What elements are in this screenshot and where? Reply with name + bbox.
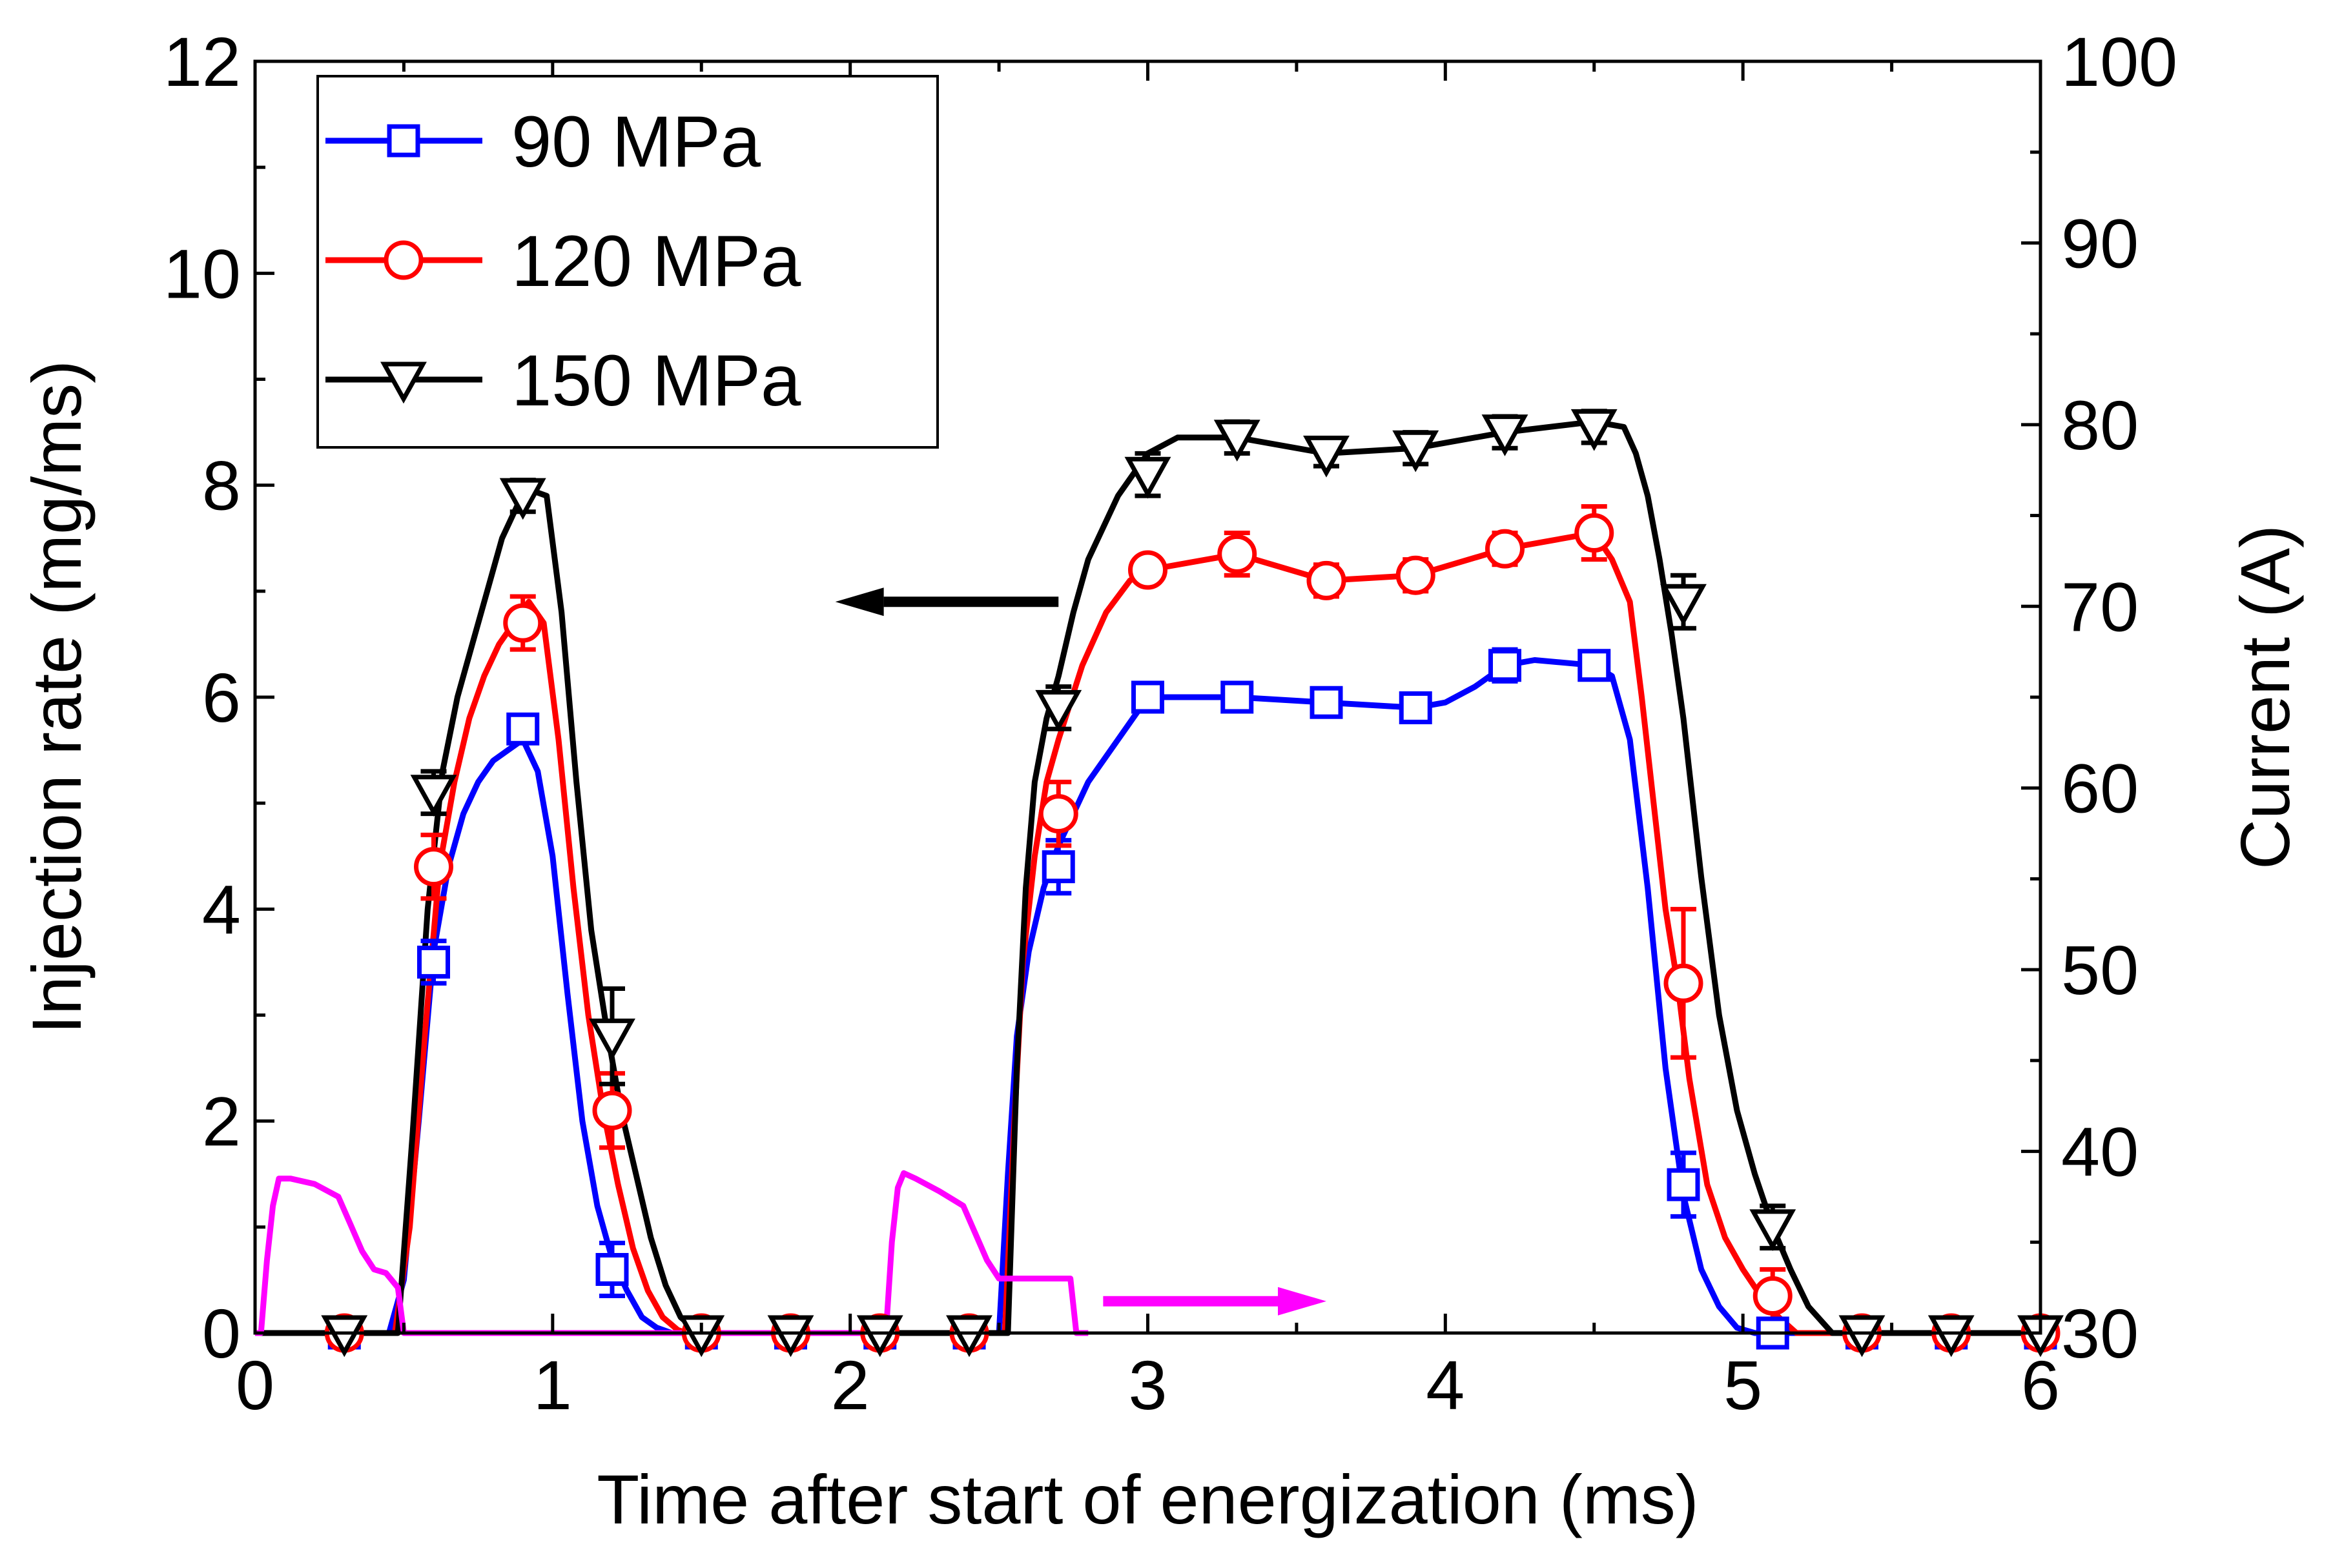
data-point-150mpa	[946, 1315, 992, 1358]
data-point-150mpa	[589, 1018, 635, 1061]
y2-tick-label: 60	[2061, 749, 2139, 828]
legend-entry-120mpa: 120 MPa	[325, 221, 801, 301]
annotation-arrows	[835, 587, 1326, 1316]
y-tick-label: 4	[202, 870, 241, 948]
data-point-150mpa	[1035, 689, 1082, 732]
x-axis-title: Time after start of energization (ms)	[597, 1460, 1699, 1538]
error-bars	[420, 409, 1786, 1325]
arrow-right-head	[1278, 1287, 1326, 1316]
data-point-120mpa	[1663, 963, 1703, 1003]
series-line-current	[255, 1170, 1089, 1336]
data-point-150mpa	[1392, 430, 1439, 473]
legend-label-90mpa: 90 MPa	[511, 101, 761, 182]
y-tick-label: 2	[202, 1083, 241, 1161]
data-point-120mpa	[1306, 560, 1346, 600]
data-point-150mpa	[1927, 1315, 1975, 1358]
data-point-150mpa	[767, 1315, 814, 1358]
y2-tick-label: 30	[2061, 1294, 2139, 1372]
data-point-90mpa	[417, 945, 450, 979]
y-tick-label: 10	[163, 234, 241, 312]
data-point-120mpa	[1485, 529, 1525, 569]
data-point-120mpa	[1395, 555, 1435, 595]
data-point-120mpa	[414, 847, 453, 887]
legend-marker	[380, 361, 427, 404]
y-tick-label: 0	[202, 1294, 241, 1372]
data-point-120mpa	[1574, 513, 1614, 553]
x-tick-label: 0	[236, 1346, 274, 1424]
x-tick-label: 6	[2021, 1346, 2060, 1424]
y2-tick-label: 40	[2061, 1113, 2139, 1191]
legend-entry-90mpa: 90 MPa	[325, 101, 761, 182]
y2-tick-label: 70	[2061, 567, 2139, 646]
data-point-150mpa	[1213, 420, 1260, 462]
data-point-120mpa	[1128, 550, 1167, 590]
y-tick-label: 6	[202, 658, 241, 737]
data-point-150mpa	[1570, 409, 1618, 451]
data-point-150mpa	[410, 775, 457, 817]
y2-tick-label: 80	[2061, 386, 2139, 464]
axis-ticks	[253, 59, 2042, 1335]
data-point-150mpa	[321, 1315, 368, 1358]
data-point-150mpa	[1749, 1209, 1796, 1252]
y2-tick-label: 100	[2061, 23, 2177, 101]
data-point-120mpa	[1217, 534, 1257, 574]
x-tick-label: 4	[1426, 1346, 1465, 1424]
data-point-150mpa	[1303, 435, 1350, 478]
x-tick-label: 3	[1128, 1346, 1167, 1424]
y2-axis-title: Current (A)	[2226, 525, 2304, 870]
data-point-150mpa	[1481, 414, 1528, 456]
legend-label-120mpa: 120 MPa	[511, 221, 801, 301]
data-point-150mpa	[499, 478, 546, 520]
legend-swatch-90mpa	[325, 124, 482, 158]
y-axis-title: Injection rate (mg/ms)	[17, 360, 96, 1034]
data-point-90mpa	[1578, 649, 1611, 682]
data-point-120mpa	[1752, 1276, 1793, 1316]
x-tick-label: 5	[1723, 1346, 1762, 1424]
data-point-150mpa	[856, 1315, 903, 1358]
data-point-150mpa	[1838, 1315, 1886, 1358]
y-tick-label: 8	[202, 447, 241, 525]
arrow-left-head	[835, 587, 884, 616]
legend-marker	[387, 124, 420, 158]
data-point-90mpa	[1667, 1168, 1700, 1201]
data-point-120mpa	[503, 603, 543, 643]
data-point-90mpa	[1220, 680, 1254, 714]
data-point-90mpa	[1310, 686, 1343, 719]
data-point-150mpa	[678, 1315, 725, 1358]
data-point-120mpa	[1038, 794, 1078, 834]
legend-marker	[384, 240, 424, 280]
data-point-90mpa	[1488, 649, 1521, 682]
legend-swatch-150mpa	[325, 361, 482, 404]
data-point-90mpa	[1042, 850, 1075, 884]
data-point-150mpa	[1124, 456, 1171, 499]
x-tick-label: 1	[533, 1346, 572, 1424]
legend: 90 MPa 120 MPa 150 MPa	[316, 75, 939, 449]
y2-tick-label: 90	[2061, 204, 2139, 282]
data-point-90mpa	[595, 1253, 629, 1286]
legend-label-150mpa: 150 MPa	[511, 340, 801, 421]
data-point-90mpa	[1399, 691, 1432, 724]
data-point-90mpa	[1131, 680, 1164, 714]
y2-tick-label: 50	[2061, 931, 2139, 1009]
data-point-90mpa	[506, 712, 540, 746]
legend-entry-150mpa: 150 MPa	[325, 340, 801, 421]
data-point-120mpa	[592, 1090, 632, 1130]
y-tick-label: 12	[163, 23, 241, 101]
data-point-150mpa	[1660, 584, 1707, 626]
legend-swatch-120mpa	[325, 240, 482, 280]
x-tick-label: 2	[831, 1346, 870, 1424]
